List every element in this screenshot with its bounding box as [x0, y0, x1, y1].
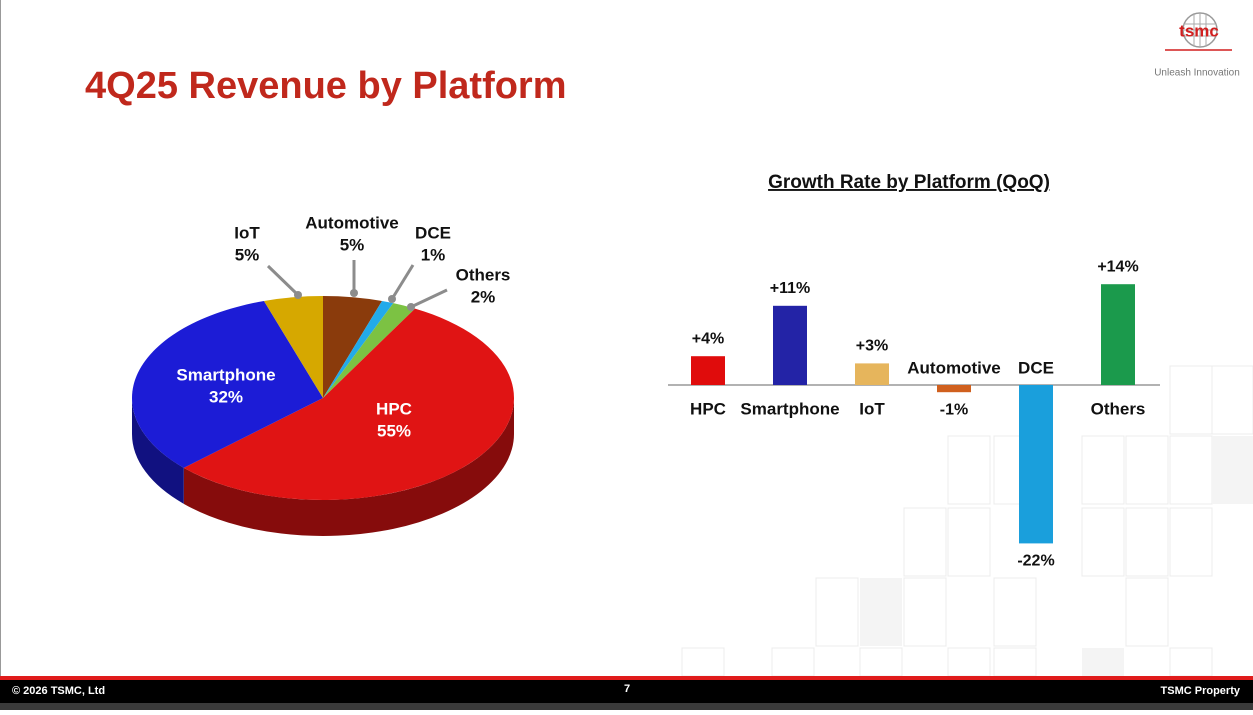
leader-line — [410, 288, 448, 309]
value-label: -1% — [940, 401, 968, 418]
pie-slice — [183, 308, 515, 501]
slice-value: 32% — [209, 387, 243, 406]
value-label: +14% — [1097, 258, 1138, 275]
bar — [1019, 385, 1053, 544]
pie-slice — [323, 303, 416, 398]
logo: tsmc Unleash Innovation — [1154, 12, 1240, 79]
slice-label: IoT — [234, 223, 260, 242]
slice-label: DCE — [415, 223, 451, 242]
value-label: -22% — [1017, 553, 1054, 570]
pie-chart: Automotive 5% DCE 1% Others 2% HPC 55% Smartphon… — [132, 213, 515, 536]
pie-slice — [263, 296, 323, 398]
bar — [691, 356, 725, 385]
footer: © 2026 TSMC, Ltd 7 TSMC Property — [0, 676, 1253, 710]
slice-label: Smartphone — [176, 365, 275, 384]
chart-title: Growth Rate by Platform (QoQ) — [768, 172, 1050, 193]
slice-value: 55% — [377, 421, 411, 440]
pie-slice — [132, 300, 323, 468]
category-label: DCE — [1018, 358, 1054, 377]
leader-line — [390, 264, 415, 300]
slice-value: 2% — [471, 287, 496, 306]
leader-line — [266, 264, 300, 297]
footer-copyright: © 2026 TSMC, Ltd — [12, 685, 105, 697]
slice-value: 5% — [340, 235, 365, 254]
slice-label: HPC — [376, 399, 412, 418]
leader-dot — [407, 303, 415, 311]
background-tiles — [681, 365, 1253, 677]
pie-side — [132, 398, 184, 504]
page-number: 7 — [624, 683, 630, 695]
category-label: Automotive — [907, 358, 1001, 377]
pie-slice — [323, 300, 394, 398]
leader-dot — [350, 289, 358, 297]
pie-side — [183, 398, 514, 536]
category-label: Smartphone — [740, 399, 839, 418]
logo-name: tsmc — [1179, 21, 1219, 40]
bar — [1101, 284, 1135, 385]
bar — [773, 305, 807, 385]
value-label: +3% — [856, 338, 888, 355]
bar — [855, 363, 889, 385]
category-label: Others — [1091, 399, 1146, 418]
leader-dot — [294, 291, 302, 299]
pie-slice — [323, 296, 383, 398]
slice-label: Others — [456, 265, 511, 284]
logo-tagline: Unleash Innovation — [1154, 68, 1240, 79]
category-label: HPC — [690, 399, 726, 418]
value-label: +4% — [692, 330, 724, 347]
bar-chart: Growth Rate by Platform (QoQ) HPC +4% Smar… — [668, 172, 1160, 570]
footer-property: TSMC Property — [1161, 685, 1241, 697]
slice-label: Automotive — [305, 213, 399, 232]
bar — [937, 385, 971, 393]
value-label: +11% — [770, 280, 810, 297]
slice-value: 1% — [421, 245, 446, 264]
leader-dot — [388, 295, 396, 303]
category-label: IoT — [859, 399, 885, 418]
slide-title: 4Q25 Revenue by Platform — [85, 65, 567, 107]
slice-value: 5% — [235, 245, 260, 264]
